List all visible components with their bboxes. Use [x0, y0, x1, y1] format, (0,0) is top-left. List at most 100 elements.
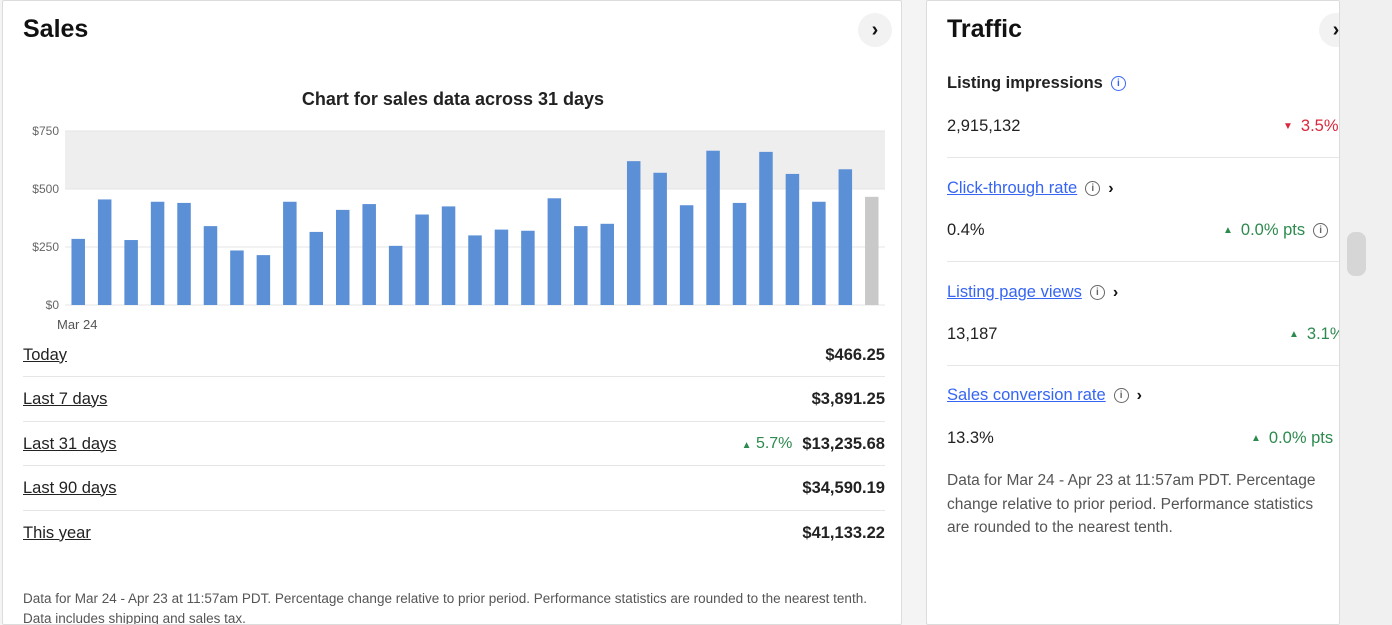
chevron-right-icon[interactable]: ›: [1136, 386, 1142, 404]
chevron-right-icon: ›: [871, 18, 879, 41]
chart-bar: [97, 199, 112, 305]
metric-change-value: 0.0% pts: [1240, 221, 1306, 239]
chart-bar: [415, 214, 429, 305]
scrollbar-thumb[interactable]: [1347, 232, 1366, 276]
sales-row-this-year: This year $41,133.22: [23, 511, 885, 555]
metric-label-impressions: Listing impressions i: [947, 74, 1126, 93]
triangle-up-icon: ▲: [1251, 433, 1261, 444]
sales-card: Sales › Chart for sales data across 31 d…: [2, 0, 902, 625]
chevron-right-icon[interactable]: ›: [1112, 283, 1119, 301]
y-tick-label: $750: [32, 124, 59, 138]
sales-row-label[interactable]: Last 7 days: [23, 389, 108, 408]
metric-label-ctr: Click-through rate i ›: [947, 179, 1114, 198]
info-icon[interactable]: i: [1313, 223, 1329, 238]
sales-bar-chart: $0 $250 $500 $750 Mar 24: [32, 124, 885, 332]
sales-footnote: Data for Mar 24 - Apr 23 at 11:57am PDT.…: [23, 591, 867, 625]
chart-bar: [71, 238, 85, 305]
chart-bar: [759, 151, 773, 305]
metric-change: ▼ 3.5%: [1283, 117, 1339, 136]
chart-bar: [574, 226, 588, 305]
sales-row-amount: $3,891.25: [811, 389, 885, 408]
traffic-footnote: Data for Mar 24 - Apr 23 at 11:57am PDT.…: [947, 472, 1316, 536]
sales-row-amount: $13,235.68: [802, 434, 885, 453]
chart-bar: [230, 250, 244, 305]
chart-bar: [177, 202, 191, 305]
chart-title: Chart for sales data across 31 days: [301, 89, 605, 109]
sales-row-label[interactable]: Today: [23, 345, 68, 364]
sales-row-amount: $41,133.22: [802, 523, 885, 542]
chevron-right-icon[interactable]: ›: [1108, 179, 1114, 197]
divider: [947, 365, 1339, 366]
chart-bar: [362, 204, 376, 305]
sales-change-value: 5.7%: [755, 435, 793, 452]
info-icon[interactable]: i: [1089, 285, 1105, 300]
metric-label-conversion: Sales conversion rate i ›: [947, 386, 1142, 405]
info-icon[interactable]: i: [1113, 388, 1129, 403]
chart-bar: [256, 255, 271, 305]
metric-value: 13.3%: [947, 429, 994, 447]
info-icon[interactable]: i: [1085, 181, 1101, 196]
metric-link[interactable]: Sales conversion rate: [947, 386, 1106, 404]
metric-change: ▲ 3.1%: [1289, 325, 1339, 344]
metric-change: ▲ 0.0% pts i: [1223, 221, 1329, 240]
chart-bar: [547, 198, 562, 305]
y-tick-label: $0: [46, 298, 60, 312]
chart-bar: [679, 205, 694, 305]
sales-chevron-button[interactable]: ›: [858, 13, 892, 47]
chart-bar: [335, 209, 350, 305]
chart-bar: [600, 223, 615, 305]
divider: [23, 465, 885, 466]
chart-bar: [150, 201, 165, 305]
metric-link[interactable]: Click-through rate: [947, 179, 1078, 197]
metric-value: 0.4%: [947, 221, 985, 239]
sales-row-label[interactable]: Last 31 days: [23, 434, 117, 453]
divider: [947, 157, 1339, 158]
chart-bar: [388, 245, 403, 305]
sales-row-last-90-days: Last 90 days $34,590.19: [23, 466, 885, 510]
sales-row-today: Today $466.25: [23, 333, 885, 377]
chart-bar-today: [865, 196, 879, 305]
metric-value: 13,187: [947, 325, 998, 343]
chart-band: [65, 131, 885, 189]
info-icon[interactable]: i: [1110, 76, 1126, 91]
metric-change-value: 3.1%: [1306, 325, 1339, 343]
y-tick-label: $500: [32, 182, 59, 196]
triangle-up-icon: ▲: [1223, 225, 1233, 236]
traffic-title: Traffic: [947, 15, 1023, 43]
chart-bar: [309, 231, 324, 305]
x-tick-label: Mar 24: [57, 317, 97, 332]
chart-bar: [838, 169, 853, 305]
metric-link[interactable]: Listing page views: [947, 283, 1082, 301]
page-gutter: [1340, 0, 1392, 625]
chart-bar: [785, 173, 800, 305]
chart-bar: [124, 240, 138, 305]
chart-bar: [494, 229, 509, 305]
chevron-right-icon: ›: [1332, 18, 1340, 41]
chart-bar: [706, 150, 720, 305]
y-tick-label: $250: [32, 240, 59, 254]
metric-value: 2,915,132: [947, 117, 1021, 135]
sales-row-last-31-days: Last 31 days ▲ 5.7% $13,235.68: [23, 422, 885, 466]
chart-bar: [521, 230, 535, 305]
divider: [23, 510, 885, 511]
chart-bar: [441, 206, 456, 305]
metric-change-value: 3.5%: [1300, 117, 1339, 135]
sales-change: ▲ 5.7%: [742, 435, 793, 453]
metric-label-page-views: Listing page views i ›: [947, 283, 1118, 302]
chart-bar: [812, 201, 826, 305]
sales-row-last-7-days: Last 7 days $3,891.25: [23, 377, 885, 421]
metric-label-text: Listing impressions: [947, 74, 1103, 92]
divider: [23, 421, 885, 422]
sales-row-label[interactable]: Last 90 days: [23, 478, 117, 497]
sales-title: Sales: [23, 15, 89, 43]
sales-row-amount: $466.25: [825, 345, 885, 364]
sales-row-label[interactable]: This year: [23, 523, 91, 542]
traffic-card: Traffic › Listing impressions i 2,915,13…: [926, 0, 1340, 625]
metric-change: ▲ 0.0% pts: [1251, 429, 1333, 448]
sales-row-amount: $34,590.19: [802, 478, 885, 497]
traffic-chevron-button[interactable]: ›: [1319, 13, 1340, 47]
triangle-up-icon: ▲: [1289, 329, 1299, 340]
chart-bar: [732, 202, 747, 305]
chart-bar: [626, 161, 641, 305]
metric-change-value: 0.0% pts: [1268, 429, 1334, 447]
